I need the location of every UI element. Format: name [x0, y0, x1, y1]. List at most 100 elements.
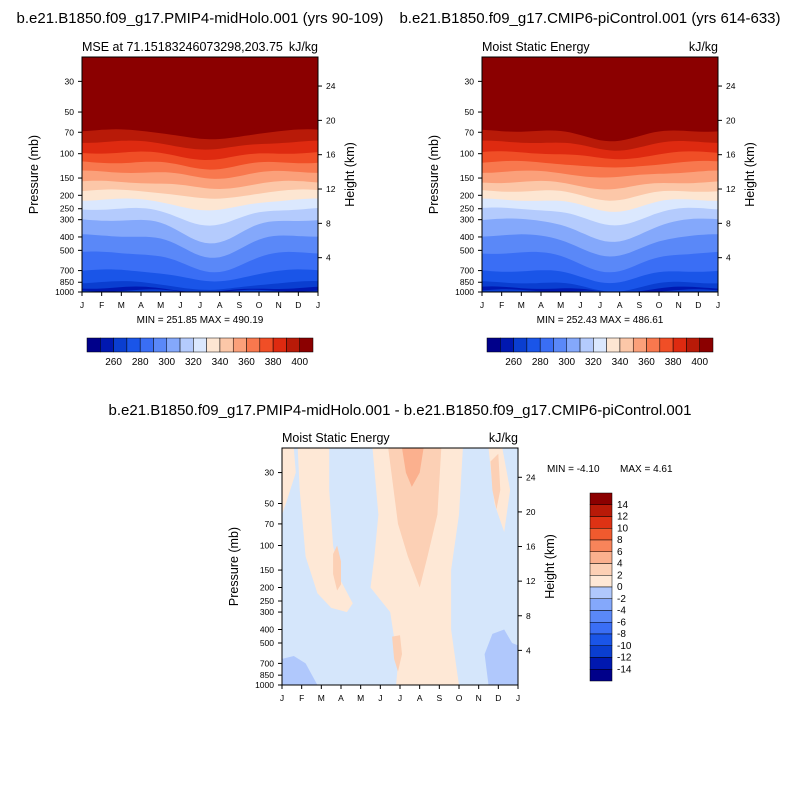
- y-tick-label: 250: [460, 204, 474, 214]
- title-difference: b.e21.B1850.f09_g17.PMIP4-midHolo.001 - …: [109, 402, 692, 419]
- y-tick-label: 30: [265, 468, 275, 478]
- y-right-tick-label: 20: [326, 115, 336, 125]
- colorbar-box: [589, 539, 613, 552]
- colorbar-label: 300: [558, 357, 575, 368]
- colorbar-box: [589, 528, 613, 541]
- y-right-tick-label: 20: [526, 507, 536, 517]
- x-tick-label: O: [456, 693, 463, 703]
- colorbar-box: [686, 337, 700, 353]
- panel-units: kJ/kg: [489, 431, 518, 445]
- x-tick-label: F: [99, 300, 104, 310]
- y-tick-label: 200: [460, 190, 474, 200]
- colorbar-label: 280: [132, 357, 149, 368]
- y-right-tick-label: 8: [526, 611, 531, 621]
- colorbar-label: 10: [617, 523, 629, 534]
- colorbar-label: 300: [158, 357, 175, 368]
- colorbar-label: 12: [617, 512, 629, 523]
- x-tick-label: J: [598, 300, 602, 310]
- contour-band: [392, 635, 402, 672]
- x-tick-label: J: [198, 300, 202, 310]
- colorbar-label: -2: [617, 594, 626, 605]
- x-tick-label: M: [557, 300, 564, 310]
- colorbar-label: 14: [617, 500, 629, 511]
- y-tick-label: 30: [65, 76, 75, 86]
- colorbar-box: [589, 622, 613, 635]
- x-tick-label: A: [417, 693, 423, 703]
- x-tick-label: S: [436, 693, 442, 703]
- colorbar-box: [232, 337, 247, 353]
- colorbar-box: [589, 575, 613, 588]
- colorbar-box: [539, 337, 554, 353]
- y-right-tick-label: 4: [526, 645, 531, 655]
- colorbar-box: [659, 337, 674, 353]
- colorbar-label: -4: [617, 606, 626, 617]
- colorbar-label: 280: [532, 357, 549, 368]
- x-tick-label: J: [516, 693, 520, 703]
- colorbar-label: 400: [291, 357, 308, 368]
- colorbar-label: 360: [638, 357, 655, 368]
- x-tick-label: D: [495, 693, 501, 703]
- x-tick-label: M: [118, 300, 125, 310]
- x-tick-label: S: [636, 300, 642, 310]
- contour-field: [282, 448, 518, 685]
- panel-title: Moist Static Energy: [482, 40, 590, 54]
- colorbar-box: [286, 337, 300, 353]
- x-tick-label: M: [357, 693, 364, 703]
- y-tick-label: 500: [460, 245, 474, 255]
- x-tick-label: N: [476, 693, 482, 703]
- x-tick-label: A: [138, 300, 144, 310]
- colorbar-box: [589, 633, 613, 646]
- colorbar-box: [179, 337, 194, 353]
- y-tick-label: 1000: [55, 287, 74, 297]
- colorbar-box: [513, 337, 528, 353]
- contour-field: [482, 57, 718, 292]
- colorbar-label: 380: [665, 357, 682, 368]
- y-tick-label: 250: [260, 596, 274, 606]
- panel-midholo: MSE at 71.15183246073298,203.75 kJ/kg J F M A…: [27, 40, 357, 368]
- x-tick-label: J: [716, 300, 720, 310]
- colorbar-box: [589, 504, 613, 517]
- y-right-tick-label: 16: [526, 542, 536, 552]
- y-tick-label: 200: [260, 582, 274, 592]
- title-right: b.e21.B1850.f09_g17.CMIP6-piControl.001 …: [399, 10, 780, 27]
- stats-max-label: MAX = 4.61: [620, 464, 673, 475]
- colorbar-box: [272, 337, 287, 353]
- x-tick-label: D: [695, 300, 701, 310]
- colorbar-box: [589, 516, 613, 529]
- colorbar-label: 8: [617, 535, 623, 546]
- panel-title: Moist Static Energy: [282, 431, 390, 445]
- y-axis-label: Pressure (mb): [27, 135, 41, 214]
- colorbar-box: [589, 492, 613, 505]
- x-tick-label: J: [378, 693, 382, 703]
- y-right-axis-label: Height (km): [543, 534, 557, 599]
- colorbar-label: 400: [691, 357, 708, 368]
- colorbar-box: [646, 337, 661, 353]
- x-tick-label: J: [178, 300, 182, 310]
- y-right-tick-label: 4: [726, 253, 731, 263]
- y-tick-label: 150: [260, 565, 274, 575]
- colorbar-label: 2: [617, 570, 623, 581]
- x-tick-label: A: [338, 693, 344, 703]
- colorbar-label: -12: [617, 653, 632, 664]
- x-tick-label: N: [676, 300, 682, 310]
- contour-band: [82, 57, 318, 139]
- y-tick-label: 400: [60, 232, 74, 242]
- y-tick-label: 50: [465, 107, 475, 117]
- y-tick-label: 500: [60, 245, 74, 255]
- colorbar-label: 360: [238, 357, 255, 368]
- y-right-tick-label: 12: [726, 184, 736, 194]
- contour-band: [333, 545, 341, 591]
- stats-label: MIN = 252.43 MAX = 486.61: [537, 315, 664, 326]
- colorbar-box: [86, 337, 101, 353]
- colorbar-box: [166, 337, 181, 353]
- y-right-tick-label: 16: [326, 150, 336, 160]
- colorbar-box: [193, 337, 207, 353]
- contour-band: [490, 453, 501, 510]
- colorbar-box: [126, 337, 141, 353]
- title-left: b.e21.B1850.f09_g17.PMIP4-midHolo.001 (y…: [17, 10, 384, 27]
- x-tick-label: O: [256, 300, 263, 310]
- colorbar-box: [619, 337, 634, 353]
- x-tick-label: J: [480, 300, 484, 310]
- colorbar-label: 4: [617, 559, 623, 570]
